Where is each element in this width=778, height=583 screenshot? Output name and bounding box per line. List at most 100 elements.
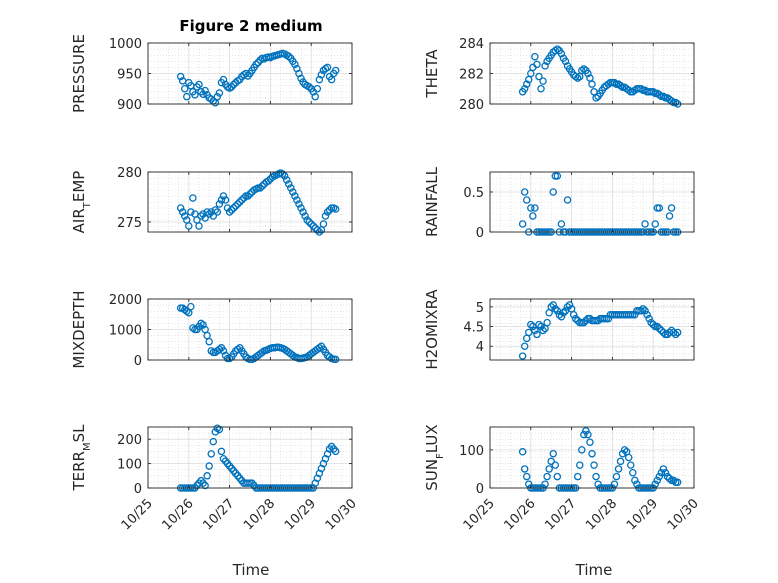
- mixdepth-y-tick-label: 1000: [109, 324, 142, 339]
- h2omixra-data-point: [631, 310, 639, 319]
- air_temp-data-point: [231, 202, 240, 210]
- rainfall-data-point: [651, 220, 659, 228]
- air_temp-data-point: [240, 194, 248, 202]
- pressure-data-point: [183, 92, 191, 101]
- sun_flux-data-point: [553, 472, 562, 481]
- rainfall-data-point: [522, 196, 531, 204]
- pressure-data-point: [199, 90, 207, 98]
- air_temp-data-point: [278, 170, 287, 178]
- h2omixra-y-tick-label: 4: [476, 340, 484, 355]
- theta-y-tick-label: 280: [459, 98, 484, 113]
- mixdepth-data-point: [315, 344, 324, 352]
- theta-data-point: [520, 85, 529, 93]
- air_temp-data-point: [303, 216, 311, 224]
- sun_flux-data-point: [584, 430, 592, 439]
- h2omixra-data-point: [533, 330, 541, 339]
- pressure-data-point: [252, 60, 260, 69]
- theta-data-point: [557, 49, 566, 58]
- pressure-data-point: [313, 85, 322, 93]
- theta-data-point: [561, 57, 570, 66]
- sun_flux-axes-box: [489, 426, 695, 489]
- terr_msl-y-tick-label: 200: [117, 433, 142, 448]
- rainfall-data-point: [667, 204, 676, 212]
- sun_flux-data-point: [590, 461, 598, 469]
- air_temp-data-point: [236, 198, 244, 206]
- pressure-y-tick-label: 950: [117, 68, 142, 83]
- pressure-y-tick-label: 1000: [109, 37, 142, 52]
- sun_flux-data-point: [520, 465, 529, 473]
- air_temp-data-point: [227, 206, 236, 214]
- sun_flux-data-point: [624, 453, 633, 462]
- h2omixra-data-point: [535, 320, 543, 329]
- air_temp-data-point: [256, 184, 264, 192]
- theta-data-point: [533, 60, 541, 69]
- sun_flux-data-point: [655, 472, 664, 481]
- air_temp-data-point: [297, 204, 305, 212]
- rainfall-data-point: [665, 212, 674, 220]
- pressure-data-point: [291, 60, 299, 69]
- air_temp-data-point: [213, 208, 222, 216]
- sun_flux-data-point: [669, 476, 678, 485]
- h2omixra-data-point: [547, 303, 555, 311]
- terr_msl-y-axis-label: TERRMSL: [70, 424, 93, 492]
- pressure-data-point: [311, 92, 320, 101]
- air_temp-data-point: [215, 200, 224, 208]
- terr_msl-data-point: [215, 425, 224, 434]
- air_temp-data-point: [244, 192, 252, 200]
- sun_flux-data-point: [549, 449, 557, 458]
- air_temp-data-point: [319, 220, 328, 228]
- sun_flux-data-point: [588, 449, 596, 458]
- rainfall-data-point: [518, 220, 527, 228]
- air_temp-data-point: [323, 208, 332, 216]
- mixdepth-data-point: [215, 345, 224, 354]
- pressure-data-point: [323, 63, 332, 72]
- theta-data-point: [573, 74, 582, 82]
- theta-data-point: [616, 81, 625, 90]
- air_temp-data-point: [176, 204, 185, 212]
- h2omixra-data-point: [537, 322, 545, 331]
- air_temp-data-point: [203, 208, 211, 216]
- theta-data-point: [522, 80, 531, 88]
- rainfall-data-point: [520, 188, 529, 196]
- terr_msl-y-tick-label: 100: [117, 458, 142, 473]
- pressure-data-point: [207, 95, 215, 103]
- theta-data-point: [659, 92, 668, 101]
- h2omixra-data-point: [551, 305, 560, 313]
- subplot-theta: 280 282 284 THETA: [423, 37, 695, 113]
- theta-data-point: [539, 77, 547, 85]
- sun_flux-data-point: [551, 461, 560, 469]
- theta-data-point: [649, 88, 657, 96]
- theta-data-point: [531, 52, 539, 61]
- sun_flux-data-point: [525, 480, 533, 488]
- air_temp-data-point: [264, 177, 273, 185]
- subplot-air_temp: 275 280 AIRTEMP: [70, 166, 353, 236]
- air_temp-data-point: [305, 218, 313, 226]
- air_temp-data-point: [301, 212, 309, 220]
- terr_msl-y-tick-label: 0: [134, 482, 142, 497]
- air_temp-data-point: [307, 220, 315, 228]
- h2omixra-data-point: [643, 310, 651, 319]
- pressure-data-point: [191, 91, 199, 99]
- subplot-pressure: 900 950 1000 PRESSURE: [70, 34, 353, 113]
- mixdepth-y-tick-label: 0: [134, 354, 142, 369]
- pressure-data-point: [215, 89, 224, 97]
- sun_flux-data-point: [631, 476, 639, 485]
- h2omixra-data-point: [571, 314, 580, 323]
- rainfall-data-point: [531, 204, 539, 212]
- air_temp-data-point: [219, 192, 228, 200]
- mixdepth-data-point: [199, 321, 207, 329]
- sun_flux-data-point: [541, 480, 549, 488]
- h2omixra-data-point: [641, 307, 649, 315]
- mixdepth-data-point: [197, 319, 205, 328]
- mixdepth-y-tick-label: 2000: [109, 293, 142, 308]
- pressure-data-point: [213, 92, 222, 101]
- sun_flux-data-point: [651, 480, 659, 488]
- mixdepth-data-point: [258, 348, 266, 357]
- terr_msl-data-point: [217, 447, 226, 456]
- sun_flux-data-point: [614, 465, 623, 473]
- theta-data-point: [671, 98, 680, 107]
- h2omixra-data-point: [565, 301, 574, 309]
- h2omixra-data-point: [655, 324, 664, 333]
- sun_flux-data-point: [657, 468, 666, 477]
- theta-y-tick-label: 284: [459, 37, 484, 52]
